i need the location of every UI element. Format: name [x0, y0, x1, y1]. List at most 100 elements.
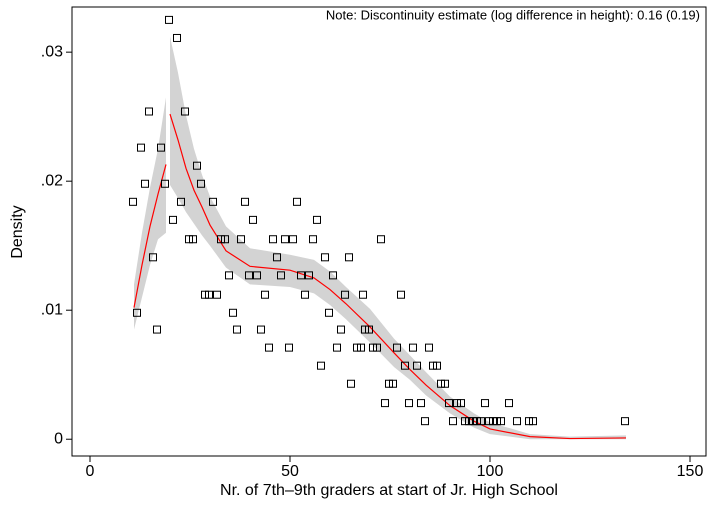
- data-point: [173, 33, 181, 42]
- data-point: [621, 417, 629, 426]
- data-point: [401, 361, 409, 370]
- data-point: [273, 253, 281, 262]
- y-tick-label: .03: [41, 43, 63, 60]
- y-tick-label: .01: [41, 301, 63, 318]
- data-point: [389, 379, 397, 388]
- data-point: [213, 290, 221, 299]
- data-point: [145, 107, 153, 116]
- data-point: [393, 343, 401, 352]
- data-point: [197, 179, 205, 188]
- plot-area: [129, 15, 629, 440]
- data-point: [285, 343, 293, 352]
- data-point: [341, 290, 349, 299]
- data-point: [425, 343, 433, 352]
- y-tick-label: 0: [54, 430, 63, 447]
- data-point: [337, 325, 345, 334]
- data-point: [325, 308, 333, 317]
- data-point: [481, 399, 489, 408]
- confidence-band: [134, 97, 166, 330]
- x-tick-label: 100: [477, 463, 504, 480]
- data-point: [265, 343, 273, 352]
- data-point: [381, 399, 389, 408]
- data-point: [297, 271, 305, 280]
- data-point: [317, 361, 325, 370]
- y-axis-label: Density: [9, 205, 26, 258]
- data-point: [161, 179, 169, 188]
- data-point: [333, 343, 341, 352]
- x-tick-label: 50: [281, 463, 299, 480]
- data-point: [177, 197, 185, 206]
- data-point: [477, 417, 485, 426]
- data-point: [149, 253, 157, 262]
- data-point: [261, 290, 269, 299]
- data-point: [505, 399, 513, 408]
- data-point: [277, 271, 285, 280]
- data-point: [321, 253, 329, 262]
- data-point: [409, 343, 417, 352]
- data-point: [405, 399, 413, 408]
- data-point: [449, 417, 457, 426]
- data-point: [245, 271, 253, 280]
- data-point: [457, 399, 465, 408]
- data-point: [301, 290, 309, 299]
- data-point: [253, 271, 261, 280]
- data-point: [309, 235, 317, 244]
- data-point: [365, 325, 373, 334]
- fit-line: [133, 164, 167, 308]
- x-axis-label: Nr. of 7th–9th graders at start of Jr. H…: [220, 482, 558, 499]
- data-point: [257, 325, 265, 334]
- data-point: [165, 15, 173, 24]
- data-point: [229, 308, 237, 317]
- data-point: [345, 253, 353, 262]
- data-point: [413, 361, 421, 370]
- data-point: [129, 197, 137, 206]
- confidence-band: [170, 36, 626, 440]
- note: Note: Discontinuity estimate (log differ…: [326, 7, 700, 22]
- data-point: [441, 379, 449, 388]
- data-point: [347, 379, 355, 388]
- x-tick-label: 150: [677, 463, 704, 480]
- data-point: [225, 271, 233, 280]
- data-point: [293, 197, 301, 206]
- data-point: [497, 417, 505, 426]
- data-point: [281, 235, 289, 244]
- x-tick-label: 0: [86, 463, 95, 480]
- data-point: [357, 343, 365, 352]
- data-point: [373, 343, 381, 352]
- data-point: [153, 325, 161, 334]
- data-point: [209, 197, 217, 206]
- data-point: [157, 143, 165, 152]
- data-point: [417, 399, 425, 408]
- data-point: [193, 161, 201, 170]
- data-point: [397, 290, 405, 299]
- data-point: [433, 361, 441, 370]
- data-point: [359, 290, 367, 299]
- data-point: [233, 325, 241, 334]
- data-point: [313, 215, 321, 224]
- data-point: [529, 417, 537, 426]
- data-point: [513, 417, 521, 426]
- data-point: [249, 215, 257, 224]
- data-point: [329, 271, 337, 280]
- data-point: [241, 197, 249, 206]
- data-point: [421, 417, 429, 426]
- data-point: [377, 235, 385, 244]
- data-point: [269, 235, 277, 244]
- data-point: [237, 235, 245, 244]
- data-point: [133, 308, 141, 317]
- y-tick-label: .02: [41, 172, 63, 189]
- data-point: [221, 235, 229, 244]
- data-point: [169, 215, 177, 224]
- plot-frame: [71, 6, 707, 457]
- data-point: [305, 271, 313, 280]
- data-point: [141, 179, 149, 188]
- data-point: [137, 143, 145, 152]
- data-point: [189, 235, 197, 244]
- data-point: [205, 290, 213, 299]
- data-point: [445, 399, 453, 408]
- data-point: [289, 235, 297, 244]
- data-point: [181, 107, 189, 116]
